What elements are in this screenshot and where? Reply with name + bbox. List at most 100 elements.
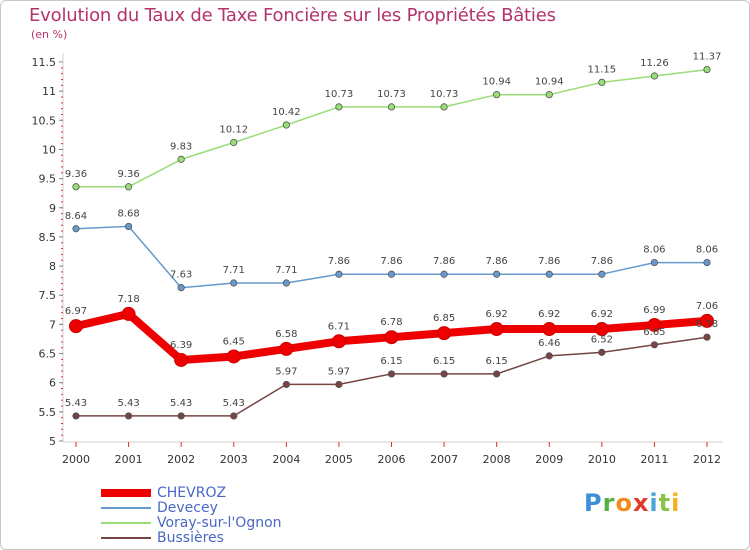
x-tick-label: 2011 <box>640 453 668 466</box>
x-tick-label: 2007 <box>430 453 458 466</box>
data-point <box>230 279 238 287</box>
data-label: 9.36 <box>65 169 87 180</box>
data-point <box>124 412 133 420</box>
data-label: 11.37 <box>693 52 722 63</box>
data-label: 8.06 <box>643 245 665 256</box>
data-point <box>177 155 185 163</box>
x-tick-label: 2009 <box>535 453 563 466</box>
data-label: 6.39 <box>170 340 192 351</box>
legend-swatch <box>101 522 151 524</box>
data-point <box>124 222 133 231</box>
y-tick-label: 9.5 <box>39 173 57 186</box>
data-label: 6.15 <box>433 356 455 367</box>
data-point <box>387 370 396 378</box>
data-point <box>493 91 501 99</box>
y-tick-label: 6 <box>49 377 56 390</box>
data-point <box>72 225 80 233</box>
data-label: 11.15 <box>588 64 617 75</box>
data-point <box>489 322 504 337</box>
y-tick-label: 8 <box>49 260 56 273</box>
y-tick-label: 8.5 <box>39 231 57 244</box>
data-label: 6.78 <box>696 319 718 330</box>
data-label: 7.63 <box>170 270 192 281</box>
data-point <box>703 65 711 74</box>
data-point <box>545 270 553 278</box>
data-point <box>545 91 553 99</box>
chart-title: Evolution du Taux de Taxe Foncière sur l… <box>29 5 556 26</box>
data-point <box>279 341 294 356</box>
y-tick-label: 11.5 <box>32 56 57 69</box>
data-label: 6.45 <box>223 336 245 347</box>
legend-swatch <box>101 489 151 497</box>
data-label: 6.15 <box>380 356 402 367</box>
data-label: 10.94 <box>482 77 511 88</box>
x-tick-label: 2005 <box>325 453 353 466</box>
data-label: 5.43 <box>65 398 87 409</box>
data-label: 10.73 <box>377 89 406 100</box>
data-label: 6.85 <box>433 313 455 324</box>
data-label: 7.86 <box>486 256 508 267</box>
data-label: 7.06 <box>696 301 718 312</box>
data-point <box>650 258 659 267</box>
x-tick-label: 2000 <box>62 453 90 466</box>
data-label: 9.36 <box>117 169 139 180</box>
data-label: 5.97 <box>275 366 297 377</box>
legend-label: CHEVROZ <box>157 485 227 501</box>
data-point <box>598 348 606 356</box>
x-tick-label: 2004 <box>272 453 300 466</box>
data-label: 6.97 <box>65 306 87 317</box>
data-point <box>335 380 343 389</box>
data-point <box>121 306 136 321</box>
y-tick-label: 10 <box>42 143 56 156</box>
data-label: 6.46 <box>538 338 560 349</box>
data-point <box>650 72 659 80</box>
data-point <box>72 183 80 191</box>
x-tick-label: 2003 <box>220 453 248 466</box>
legend-swatch <box>101 507 151 509</box>
data-point <box>598 270 606 278</box>
x-tick-label: 2012 <box>693 453 721 466</box>
data-label: 8.06 <box>696 245 718 256</box>
data-label: 6.99 <box>643 305 665 316</box>
data-label: 7.71 <box>223 265 245 276</box>
data-label: 5.43 <box>117 398 139 409</box>
y-tick-label: 11 <box>42 85 56 98</box>
data-label: 7.86 <box>380 256 402 267</box>
data-label: 5.97 <box>328 366 350 377</box>
data-label: 7.86 <box>591 256 613 267</box>
data-label: 6.92 <box>538 309 560 320</box>
legend-swatch <box>101 537 151 539</box>
data-label: 6.78 <box>380 317 402 328</box>
data-label: 7.18 <box>117 294 139 305</box>
y-tick-label: 5 <box>49 435 56 448</box>
data-label: 6.65 <box>643 327 665 338</box>
y-tick-label: 9 <box>49 202 56 215</box>
data-point <box>177 412 185 420</box>
data-point <box>174 352 189 367</box>
data-label: 10.73 <box>430 89 459 100</box>
data-label: 7.86 <box>328 256 350 267</box>
data-label: 7.86 <box>433 256 455 267</box>
data-point <box>440 270 448 278</box>
data-point <box>177 284 185 292</box>
data-point <box>72 412 80 420</box>
series-line <box>75 68 708 188</box>
data-label: 6.52 <box>591 334 613 345</box>
data-point <box>282 279 290 287</box>
data-label: 5.43 <box>170 398 192 409</box>
data-point <box>335 103 343 111</box>
x-tick-label: 2008 <box>483 453 511 466</box>
data-point <box>440 370 448 378</box>
data-point <box>282 380 290 389</box>
y-tick-label: 10.5 <box>32 114 57 127</box>
proxiti-logo: Proxiti <box>584 489 681 517</box>
data-point <box>230 412 238 420</box>
data-label: 6.92 <box>486 309 508 320</box>
data-point <box>440 103 448 111</box>
data-point <box>650 341 659 349</box>
data-label: 11.26 <box>640 58 669 69</box>
legend-label: Devecey <box>157 500 218 516</box>
data-point <box>545 352 553 360</box>
